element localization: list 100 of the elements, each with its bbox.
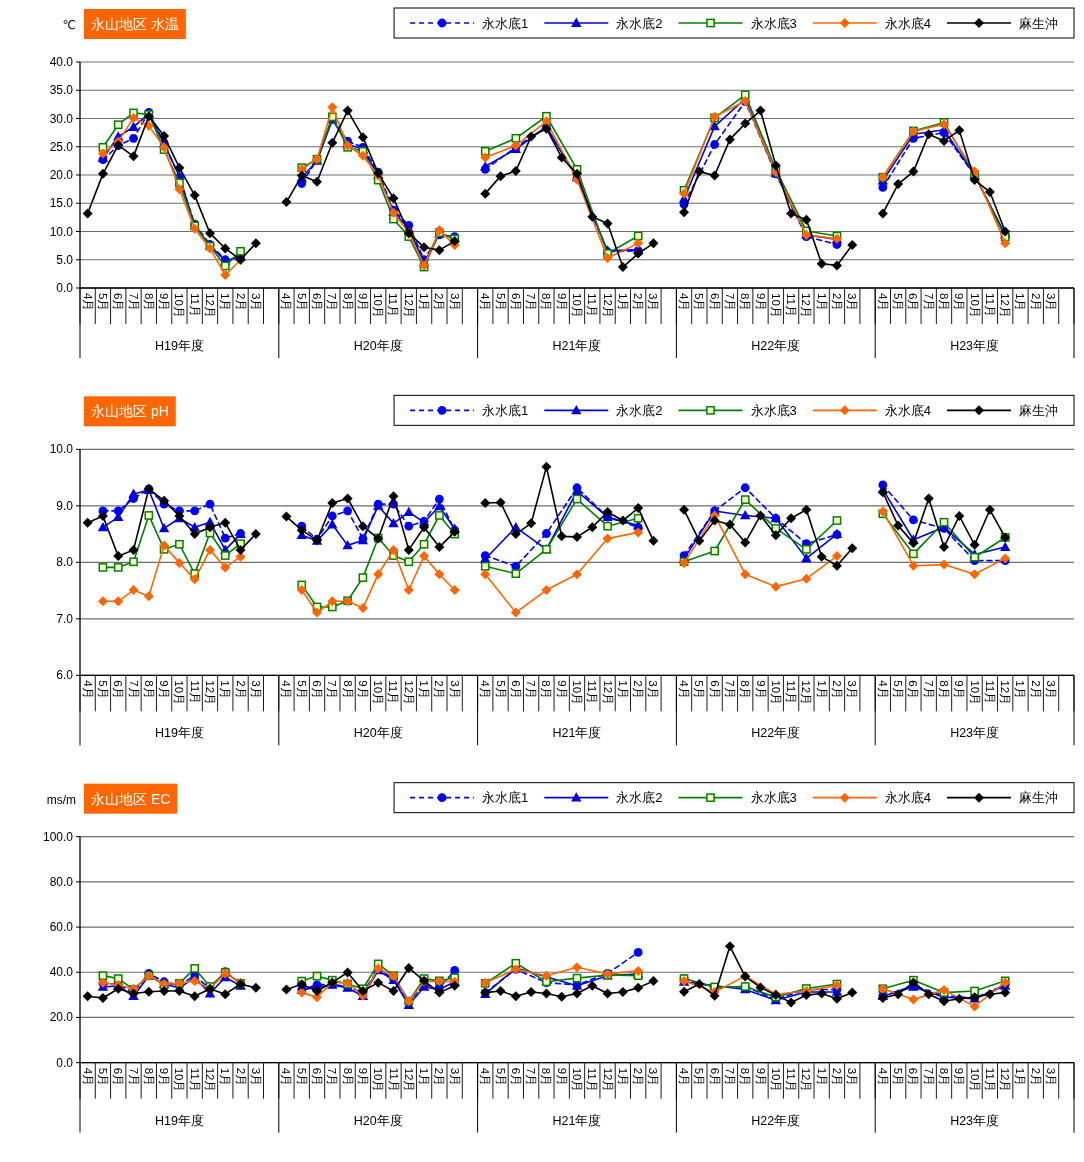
y-tick-label: 60.0 <box>49 920 74 935</box>
x-tick-label: 4月 <box>876 293 889 312</box>
x-tick-label: 5月 <box>295 1067 308 1087</box>
x-tick-label: 9月 <box>754 293 767 312</box>
x-tick-label: 10月 <box>571 293 583 318</box>
x-tick-label: 4月 <box>876 680 889 699</box>
x-tick-label: 9月 <box>555 293 568 312</box>
x-tick-label: 12月 <box>402 1067 415 1093</box>
x-tick-label: 7月 <box>922 680 935 699</box>
x-tick-label: 3月 <box>448 1067 461 1087</box>
x-tick-label: 4月 <box>678 293 691 312</box>
y-tick-label: 20.0 <box>49 1010 74 1025</box>
x-tick-label: 6月 <box>112 1067 125 1087</box>
x-tick-label: 6月 <box>907 680 920 699</box>
x-tick-label: 1月 <box>815 680 828 699</box>
x-tick-label: 3月 <box>1045 680 1058 699</box>
x-tick-label: 10月 <box>968 293 981 318</box>
x-tick-label: 8月 <box>938 293 951 312</box>
x-tick-label: 11月 <box>188 293 201 317</box>
legend-label: 麻生沖 <box>1019 402 1058 418</box>
x-tick-label: 4月 <box>678 1067 691 1087</box>
x-tick-label: 10月 <box>769 1067 782 1093</box>
x-tick-label: 10月 <box>173 293 186 318</box>
x-tick-label: 5月 <box>96 1067 109 1087</box>
text: H19年度 <box>154 725 204 741</box>
x-tick-label: 1月 <box>219 680 232 699</box>
y-tick-label: 10.0 <box>49 224 74 239</box>
x-tick-label: 2月 <box>234 1067 247 1087</box>
text: H19年度 <box>154 1112 204 1128</box>
x-tick-label: 9月 <box>356 680 369 699</box>
y-tick-label: 9.0 <box>56 498 74 513</box>
x-tick-label: 11月 <box>983 293 996 317</box>
x-tick-label: 4月 <box>280 293 293 312</box>
x-tick-label: 7月 <box>723 293 736 312</box>
text: H21年度 <box>552 725 602 741</box>
x-tick-label: 4月 <box>81 1067 94 1087</box>
x-tick-label: 6月 <box>311 680 324 699</box>
x-tick-label: 1月 <box>1014 1067 1027 1087</box>
chart-title: 永山地区 水温 <box>91 16 179 32</box>
x-tick-label: 9月 <box>555 1067 568 1087</box>
x-tick-label: 3月 <box>846 1067 859 1087</box>
x-tick-label: 10月 <box>968 1067 981 1093</box>
x-tick-label: 10月 <box>769 293 782 318</box>
legend-label: 永水底2 <box>616 790 663 806</box>
x-tick-label: 11月 <box>586 1067 599 1092</box>
text: H20年度 <box>353 725 403 741</box>
x-tick-label: 1月 <box>219 1067 232 1087</box>
x-tick-label: 3月 <box>448 293 461 312</box>
x-tick-label: 5月 <box>96 293 109 312</box>
x-tick-label: 6月 <box>311 1067 324 1087</box>
y-tick-label: 40.0 <box>49 965 74 980</box>
x-tick-label: 2月 <box>830 1067 843 1087</box>
x-tick-label: 12月 <box>800 293 813 318</box>
x-tick-label: 5月 <box>693 680 706 699</box>
x-tick-label: 5月 <box>494 680 507 699</box>
x-tick-label: 1月 <box>219 293 232 312</box>
x-tick-label: 12月 <box>601 1067 614 1093</box>
legend-label: 永水底3 <box>750 402 797 418</box>
x-tick-label: 9月 <box>356 293 369 312</box>
text: H20年度 <box>353 1112 403 1128</box>
x-tick-label: 4月 <box>479 680 492 699</box>
x-tick-label: 6月 <box>509 680 522 699</box>
x-tick-label: 2月 <box>234 680 247 699</box>
x-tick-label: 12月 <box>800 1067 813 1093</box>
y-tick-label: 0.0 <box>56 1055 74 1070</box>
legend-label: 永水底3 <box>750 15 797 31</box>
x-tick-label: 2月 <box>433 680 446 699</box>
legend-label: 永水底4 <box>884 790 931 806</box>
x-tick-label: 8月 <box>540 680 553 699</box>
x-tick-label: 11月 <box>188 1067 201 1092</box>
x-tick-label: 7月 <box>127 293 140 312</box>
x-tick-label: 11月 <box>387 293 400 317</box>
x-tick-label: 7月 <box>127 680 140 699</box>
x-tick-label: 4月 <box>479 293 492 312</box>
x-tick-label: 12月 <box>601 680 614 706</box>
x-tick-label: 1月 <box>815 1067 828 1087</box>
x-tick-label: 7月 <box>525 680 538 699</box>
x-tick-label: 1月 <box>418 293 431 312</box>
x-tick-label: 12月 <box>402 680 415 706</box>
x-tick-label: 8月 <box>938 1067 951 1087</box>
x-tick-label: 1月 <box>616 293 629 312</box>
x-tick-label: 7月 <box>326 1067 339 1087</box>
x-tick-label: 4月 <box>876 1067 889 1087</box>
x-tick-label: 3月 <box>846 293 859 312</box>
x-tick-label: 9月 <box>953 1067 966 1087</box>
x-tick-label: 3月 <box>448 680 461 699</box>
x-tick-label: 12月 <box>203 293 216 318</box>
chart-title: 永山地区 pH <box>91 403 169 420</box>
x-tick-label: 9月 <box>953 680 966 699</box>
legend-label: 永水底1 <box>482 402 529 418</box>
x-tick-label: 4月 <box>280 680 293 699</box>
x-tick-label: 8月 <box>540 293 553 312</box>
x-tick-label: 6月 <box>112 293 125 312</box>
x-tick-label: 9月 <box>953 293 966 312</box>
x-tick-label: 9月 <box>158 293 171 312</box>
legend-label: 永水底2 <box>616 402 663 418</box>
x-tick-label: 1月 <box>616 680 629 699</box>
x-tick-label: 8月 <box>341 1067 354 1087</box>
x-tick-label: 6月 <box>112 680 125 699</box>
x-tick-label: 5月 <box>892 293 905 312</box>
